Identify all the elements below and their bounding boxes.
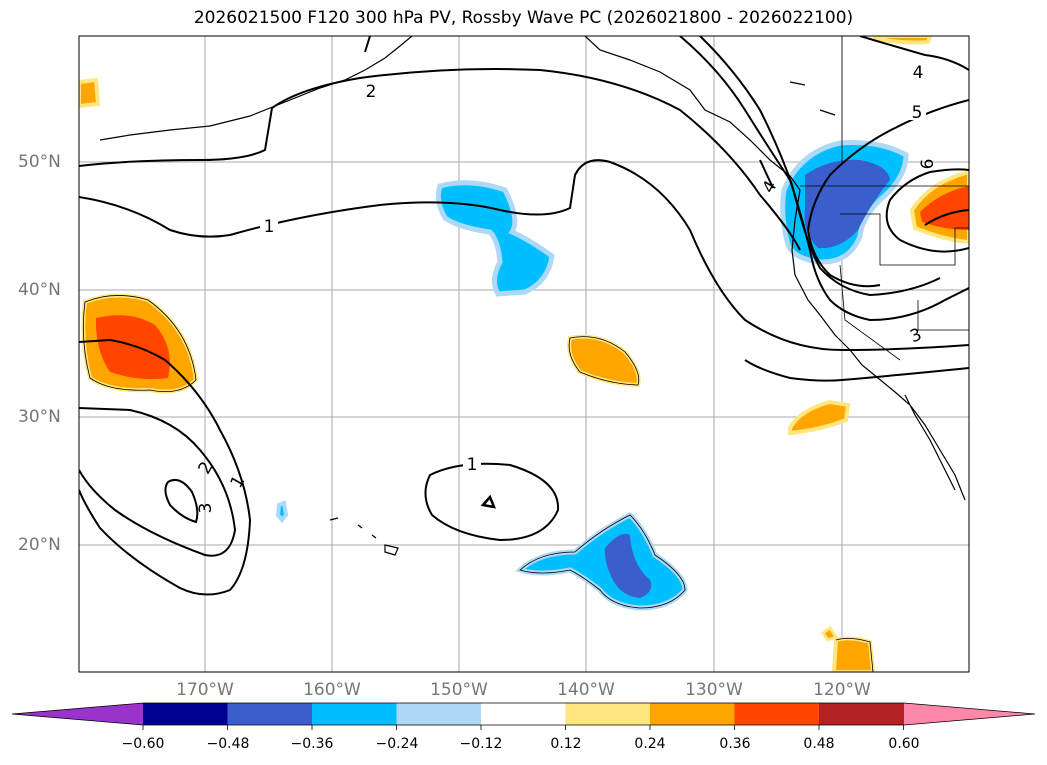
colorbar-cell (734, 703, 820, 725)
colorbar-cell (143, 703, 228, 725)
colorbar-cells (143, 703, 904, 725)
colorbar-tick-label: −0.60 (121, 736, 165, 752)
pv-contours (79, 36, 969, 596)
coastlines (99, 36, 966, 556)
colorbar-tick-label: 0.60 (888, 736, 920, 752)
chart-title: 2026021500 F120 300 hPa PV, Rossby Wave … (193, 8, 854, 28)
colorbar-tick-label: 0.48 (803, 736, 835, 752)
anomaly-outlines (82, 295, 874, 672)
colorbar-cell (819, 703, 904, 725)
borders (800, 36, 969, 361)
lon-label: 140°W (557, 680, 615, 700)
lon-label: 120°W (813, 680, 871, 700)
contour-label: 3 (196, 503, 216, 514)
lat-label: 30°N (18, 407, 61, 427)
colorbar-tick-label: 0.12 (550, 736, 582, 752)
lon-label: 150°W (430, 680, 488, 700)
colorbar-tick-label: −0.36 (290, 736, 334, 752)
colorbar-tick-label: −0.24 (375, 736, 419, 752)
colorbar-cell (565, 703, 651, 725)
colorbar-extend-high (904, 703, 1035, 725)
lat-label: 20°N (18, 535, 61, 555)
lon-label: 170°W (176, 680, 234, 700)
contour-label: 5 (912, 103, 923, 123)
contour-label: 4 (913, 63, 924, 83)
colorbar-extend-low (12, 703, 143, 725)
map-frame (78, 35, 970, 673)
colorbar-cell (227, 703, 313, 725)
contour-label: 6 (918, 159, 938, 170)
contour-label: 1 (264, 217, 275, 237)
lon-label: 160°W (303, 680, 361, 700)
lat-label: 50°N (18, 152, 61, 172)
lat-label: 40°N (18, 280, 61, 300)
colorbar-cell (312, 703, 397, 725)
contour-label: 3 (907, 325, 924, 347)
contour-label: 1 (227, 472, 250, 491)
colorbar (11, 702, 1036, 730)
contour-label: 2 (366, 82, 377, 102)
colorbar-cell (396, 703, 482, 725)
contour-label: 1 (467, 455, 478, 475)
contour-label-group: 1 1 1 2 2 3 3 4 4 5 6 (195, 62, 938, 513)
gridlines (79, 36, 969, 672)
contour-label: 2 (195, 458, 218, 477)
colorbar-tick-label: −0.12 (459, 736, 503, 752)
lon-label: 130°W (685, 680, 743, 700)
colorbar-tick-label: 0.24 (634, 736, 666, 752)
positive-anomalies (79, 36, 969, 672)
colorbar-cell (650, 703, 735, 725)
colorbar-tick-label: 0.36 (719, 736, 751, 752)
colorbar-tick-label: −0.48 (206, 736, 250, 752)
colorbar-cell (481, 703, 566, 725)
map-panel (79, 36, 969, 672)
